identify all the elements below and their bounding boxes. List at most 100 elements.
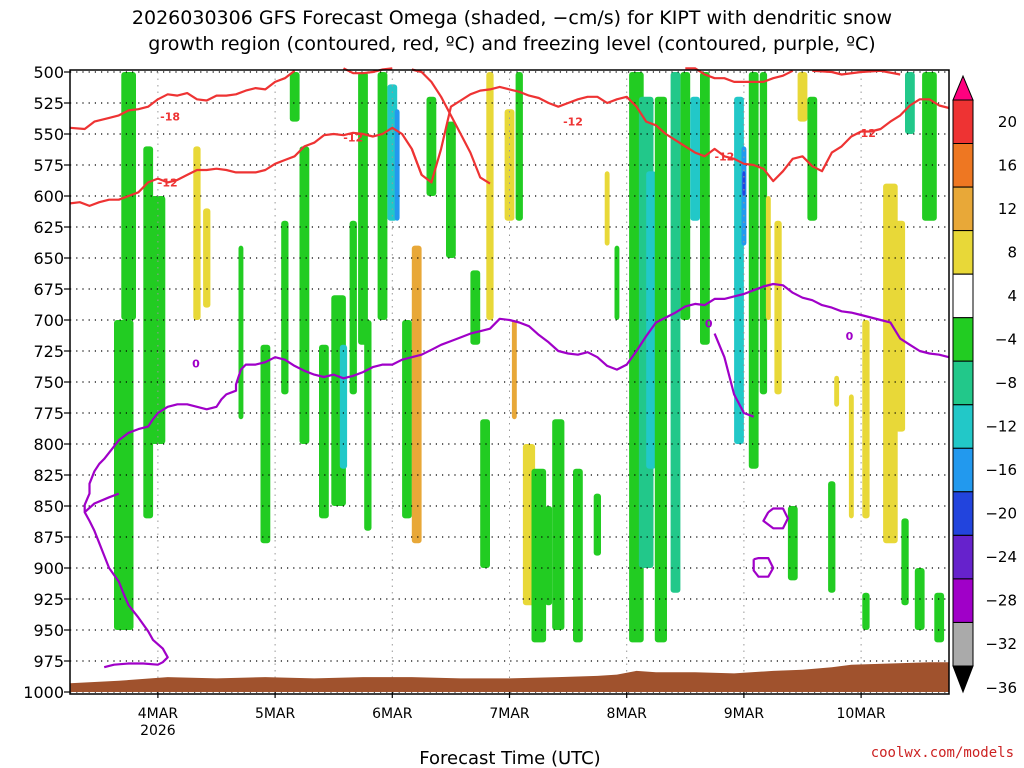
colorbar-label: −36 (985, 679, 1017, 697)
freezing-contour-label: 0 (192, 357, 200, 370)
omega-shade-blob (895, 220, 906, 432)
colorbar-segment (952, 273, 974, 319)
y-tick-label: 750 (33, 373, 64, 392)
omega-shade-blob (934, 592, 945, 643)
omega-shade-blob (797, 72, 808, 122)
omega-shade-blob (734, 96, 744, 445)
y-tick-label: 1000 (23, 683, 64, 702)
y-tick-label: 650 (33, 249, 64, 268)
omega-shade-blob (700, 72, 710, 345)
omega-shade-blob (339, 344, 348, 469)
x-tick-label: 9MAR (724, 706, 765, 722)
x-axis-label: Forecast Time (UTC) (419, 748, 600, 768)
dendritic-contour-label: -12 (714, 150, 734, 163)
omega-shade-blob (281, 220, 289, 395)
omega-shade-blob (848, 394, 854, 519)
omega-shade-blob (377, 72, 388, 320)
omega-shade-blob (319, 344, 329, 519)
freezing-contour-label: 0 (846, 330, 854, 343)
omega-shade-blob (690, 96, 700, 221)
omega-shade-blob (238, 245, 244, 420)
x-tick-sublabel: 2026 (140, 723, 176, 739)
credit-text: coolwx.com/models (871, 745, 1014, 761)
colorbar-segment (952, 230, 974, 275)
dendritic-contour-line (411, 68, 491, 185)
dendritic-contour-label: -12 (563, 116, 583, 129)
omega-shade-blob (515, 72, 523, 221)
freezing-contour-label: 0 (705, 318, 713, 331)
omega-shade-blob (759, 72, 768, 395)
omega-shade-blob (446, 121, 456, 258)
omega-shade-blob (544, 506, 553, 606)
omega-shade-blob (573, 468, 583, 643)
omega-shade-blob (504, 109, 515, 221)
dendritic-contour-line (69, 69, 296, 131)
y-tick-label: 825 (33, 466, 64, 485)
omega-shade-blob (787, 506, 798, 581)
omega-shade-blob (765, 196, 771, 320)
x-tick-label: 6MAR (372, 706, 413, 722)
freezing-contour-line (713, 333, 755, 418)
y-tick-label: 775 (33, 404, 64, 423)
colorbar-segment (952, 404, 974, 449)
dendritic-contour-label: -18 (160, 111, 180, 124)
y-tick-label: 550 (33, 125, 64, 144)
omega-shade-blob (552, 419, 565, 630)
y-tick-label: 900 (33, 559, 64, 578)
y-tick-label: 500 (33, 63, 64, 82)
colorbar-label: −4 (995, 331, 1017, 349)
omega-shade-blob (883, 183, 898, 544)
colorbar-segment (952, 578, 974, 623)
omega-shade-blob (402, 320, 412, 519)
colorbar-top-arrow (952, 74, 974, 101)
colorbar-label: −32 (985, 635, 1017, 653)
colorbar-label: 4 (1007, 287, 1017, 305)
omega-shade-blob (531, 468, 547, 643)
dendritic-contour-line (685, 67, 794, 83)
chart-title-line-1: 2026030306 GFS Forecast Omega (shaded, −… (132, 7, 892, 29)
dendritic-contour-line (410, 148, 423, 176)
dendritic-contour-line (812, 69, 901, 76)
colorbar-segment (952, 99, 974, 144)
omega-shade-blob (511, 320, 517, 420)
colorbar-segment (952, 622, 974, 667)
colorbar-segment (952, 447, 974, 493)
omega-shade-blob (901, 518, 909, 606)
omega-shade-blob (646, 171, 656, 469)
colorbar-label: −16 (985, 461, 1017, 479)
omega-shade-blob (905, 72, 915, 134)
colorbar-label: 12 (998, 200, 1017, 218)
omega-shade-blob (358, 72, 368, 345)
y-tick-label: 850 (33, 497, 64, 516)
omega-shade-blob (470, 270, 481, 345)
y-tick-label: 925 (33, 590, 64, 609)
omega-shade-blob (748, 72, 759, 469)
freezing-contour-line (83, 492, 120, 514)
dendritic-contour-line (69, 85, 950, 207)
colorbar-bottom-arrow (952, 665, 974, 694)
y-tick-label: 525 (33, 94, 64, 113)
y-tick-label: 725 (33, 342, 64, 361)
omega-shade-blob (774, 220, 782, 395)
omega-shade-blob (654, 96, 667, 643)
dendritic-contour-label: -12 (343, 132, 363, 145)
colorbar-label: −24 (985, 548, 1017, 566)
colorbar-segment (952, 491, 974, 536)
omega-shade-blob (299, 146, 310, 444)
colorbar-label: −20 (985, 505, 1017, 523)
x-tick-label: 10MAR (836, 706, 885, 722)
colorbar-segment (952, 360, 974, 406)
y-tick-label: 950 (33, 621, 64, 640)
omega-shade-blob (680, 72, 691, 320)
ground-terrain (70, 662, 949, 692)
colorbar-label: 8 (1007, 243, 1017, 261)
omega-shade-blob (193, 146, 201, 320)
omega-shade-blob (807, 96, 818, 221)
freezing-level-contours: 0 0 0 (83, 282, 950, 669)
omega-shade-blob (480, 419, 490, 568)
dendritic-contour-label: -12 (856, 127, 876, 140)
y-tick-label: 575 (33, 156, 64, 175)
y-tick-label: 700 (33, 311, 64, 330)
colorbar-label: −12 (985, 418, 1017, 436)
